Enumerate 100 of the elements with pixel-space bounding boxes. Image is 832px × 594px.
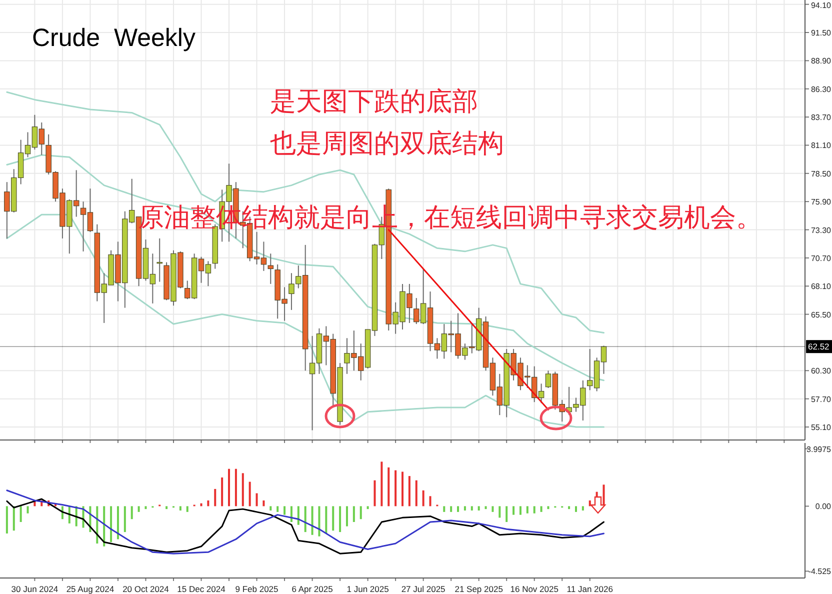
bar <box>346 506 348 526</box>
bar <box>533 506 536 514</box>
annotation: 也是周图的双底结构 <box>270 129 504 159</box>
bar <box>582 506 584 510</box>
bar <box>186 506 188 512</box>
x-tick-label: 25 Aug 2024 <box>66 584 114 594</box>
bar <box>602 484 605 506</box>
bar <box>519 506 522 515</box>
bar <box>318 506 320 536</box>
bar <box>422 490 424 506</box>
x-tick-label: 30 Jun 2024 <box>11 584 58 594</box>
bar <box>506 506 508 522</box>
y-tick-label: 78.50 <box>810 169 832 178</box>
bar <box>284 506 286 515</box>
bar <box>498 506 501 518</box>
bar <box>366 506 369 510</box>
bar <box>96 506 98 544</box>
bar <box>12 506 15 531</box>
bar <box>262 500 265 506</box>
bar <box>110 506 112 542</box>
bar <box>297 506 300 525</box>
x-tick-label: 27 Jul 2025 <box>401 584 446 594</box>
y-tick-label: 75.90 <box>810 198 832 207</box>
bar <box>388 467 390 506</box>
bar <box>332 506 334 531</box>
bar <box>464 506 466 510</box>
y-tick-label: 3.9975 <box>806 444 832 454</box>
x-tick-label: 6 Apr 2025 <box>292 584 334 594</box>
bar <box>470 506 473 510</box>
y-tick-label: 94.10 <box>810 1 832 10</box>
bar <box>242 473 244 506</box>
bar <box>234 468 237 506</box>
bar <box>179 506 182 510</box>
bar <box>339 506 342 532</box>
bar <box>574 506 577 512</box>
bar <box>402 472 404 506</box>
bar <box>26 506 29 514</box>
bar <box>478 506 480 510</box>
bar <box>256 493 258 506</box>
bar <box>290 506 292 522</box>
bar <box>325 506 328 534</box>
y-tick-label: 73.30 <box>810 226 832 235</box>
y-tick-label: 70.70 <box>810 254 832 263</box>
y-tick-label: 68.10 <box>810 282 832 292</box>
bar <box>374 480 376 506</box>
bar <box>450 506 452 512</box>
bar <box>270 506 272 510</box>
y-tick-label: 88.90 <box>810 56 832 66</box>
annotation: 是天图下跌的底部 <box>270 87 478 117</box>
y-tick-label: 0.00 <box>815 502 832 512</box>
y-tick-label: 86.30 <box>810 84 832 94</box>
y-tick-label: 81.10 <box>810 141 832 150</box>
bar <box>130 506 133 520</box>
bar <box>207 500 210 506</box>
x-tick-label: 21 Sep 2025 <box>454 584 504 594</box>
x-tick-label: 11 Jan 2026 <box>566 584 614 594</box>
bar <box>20 506 22 522</box>
x-tick-label: 9 Feb 2025 <box>235 584 279 594</box>
bar <box>457 506 460 512</box>
bar <box>568 506 570 510</box>
bar <box>360 506 362 520</box>
bar <box>526 506 528 514</box>
bar <box>138 506 140 512</box>
bar <box>443 506 446 512</box>
bar <box>408 476 410 506</box>
bar <box>124 506 126 532</box>
x-tick-label: 16 Nov 2025 <box>510 584 559 594</box>
bar <box>276 506 279 512</box>
y-tick-label: -4.525 <box>808 567 832 576</box>
bar <box>415 480 418 506</box>
bar <box>429 496 432 506</box>
bar <box>116 506 119 540</box>
ref-line-label: 62.52 <box>808 342 830 352</box>
y-tick-label: 91.50 <box>810 28 832 38</box>
y-tick-label: 60.30 <box>810 366 832 376</box>
bar <box>221 477 224 506</box>
x-tick-label: 1 Jun 2025 <box>346 584 390 594</box>
y-tick-label: 55.10 <box>810 422 832 432</box>
bar <box>6 506 8 534</box>
y-tick-label: 65.50 <box>810 310 832 320</box>
bar <box>512 506 515 515</box>
x-tick-label: 20 Oct 2024 <box>122 584 170 594</box>
y-tick-label: 83.70 <box>810 113 832 122</box>
bar <box>352 506 355 522</box>
bar <box>228 468 230 506</box>
bar <box>248 482 251 506</box>
bar <box>492 506 494 512</box>
bar <box>166 506 168 510</box>
bar <box>484 506 487 510</box>
bar <box>311 506 314 535</box>
bar <box>547 506 550 510</box>
x-tick-label: 15 Dec 2024 <box>177 584 226 594</box>
bar <box>214 488 216 506</box>
bar <box>380 462 383 506</box>
y-tick-label: 57.70 <box>810 394 832 404</box>
bar <box>540 506 542 512</box>
text: Crude Weekly <box>32 24 196 52</box>
bar <box>144 506 147 510</box>
bar <box>304 506 306 532</box>
bar <box>394 470 397 506</box>
